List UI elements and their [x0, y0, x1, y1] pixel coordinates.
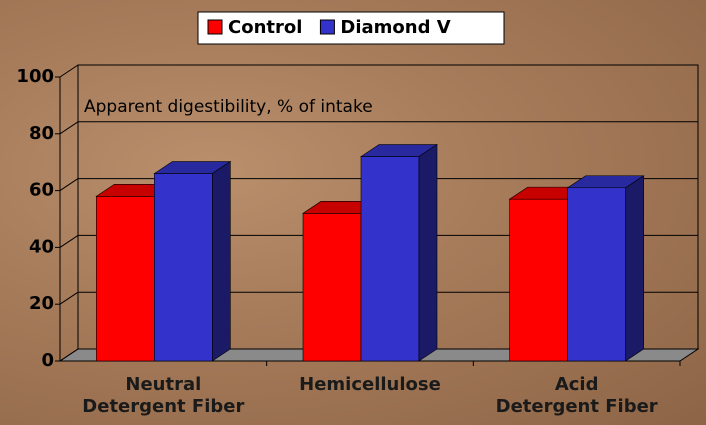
x-tick-label: Hemicellulose [270, 374, 470, 396]
bar-front [96, 196, 154, 361]
bar-side [626, 176, 644, 361]
y-tick-label: 0 [41, 350, 54, 371]
chart: 0 20 40 60 80 100 Apparent digestibility, % of… [0, 0, 706, 425]
bar-front [154, 174, 212, 361]
legend-swatch [320, 20, 334, 34]
grid-line [60, 122, 78, 134]
bar-front [568, 188, 626, 361]
legend-swatch [208, 20, 222, 34]
bar-front [361, 157, 419, 361]
y-tick-label: 20 [29, 293, 54, 314]
bar-front [303, 213, 361, 361]
y-tick-label: 80 [29, 123, 54, 144]
grid-line [60, 235, 78, 247]
y-tick-label: 40 [29, 236, 54, 257]
bar-front [510, 199, 568, 361]
x-tick-label: Neutral Detergent Fiber [63, 374, 263, 418]
x-tick-label: Acid Detergent Fiber [477, 374, 677, 418]
grid-line [60, 179, 78, 191]
legend-label: Control [228, 17, 302, 38]
bar-side [212, 162, 230, 361]
grid-line [60, 292, 78, 304]
annotation: Apparent digestibility, % of intake [84, 97, 373, 117]
grid-line [60, 65, 78, 77]
legend-label: Diamond V [340, 17, 450, 38]
y-tick-label: 60 [29, 180, 54, 201]
page: 0 20 40 60 80 100 Apparent digestibility, % of… [0, 0, 706, 425]
y-tick-label: 100 [16, 66, 54, 87]
bar-side [419, 145, 437, 361]
